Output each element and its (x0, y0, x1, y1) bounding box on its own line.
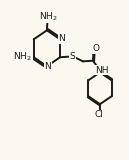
Text: N: N (45, 62, 51, 71)
Text: S: S (70, 52, 75, 61)
Text: Cl: Cl (95, 110, 104, 119)
Text: NH: NH (95, 66, 109, 75)
Text: O: O (93, 44, 100, 53)
Text: NH$_2$: NH$_2$ (14, 50, 32, 63)
Text: NH$_2$: NH$_2$ (39, 10, 57, 23)
Text: N: N (58, 34, 65, 43)
